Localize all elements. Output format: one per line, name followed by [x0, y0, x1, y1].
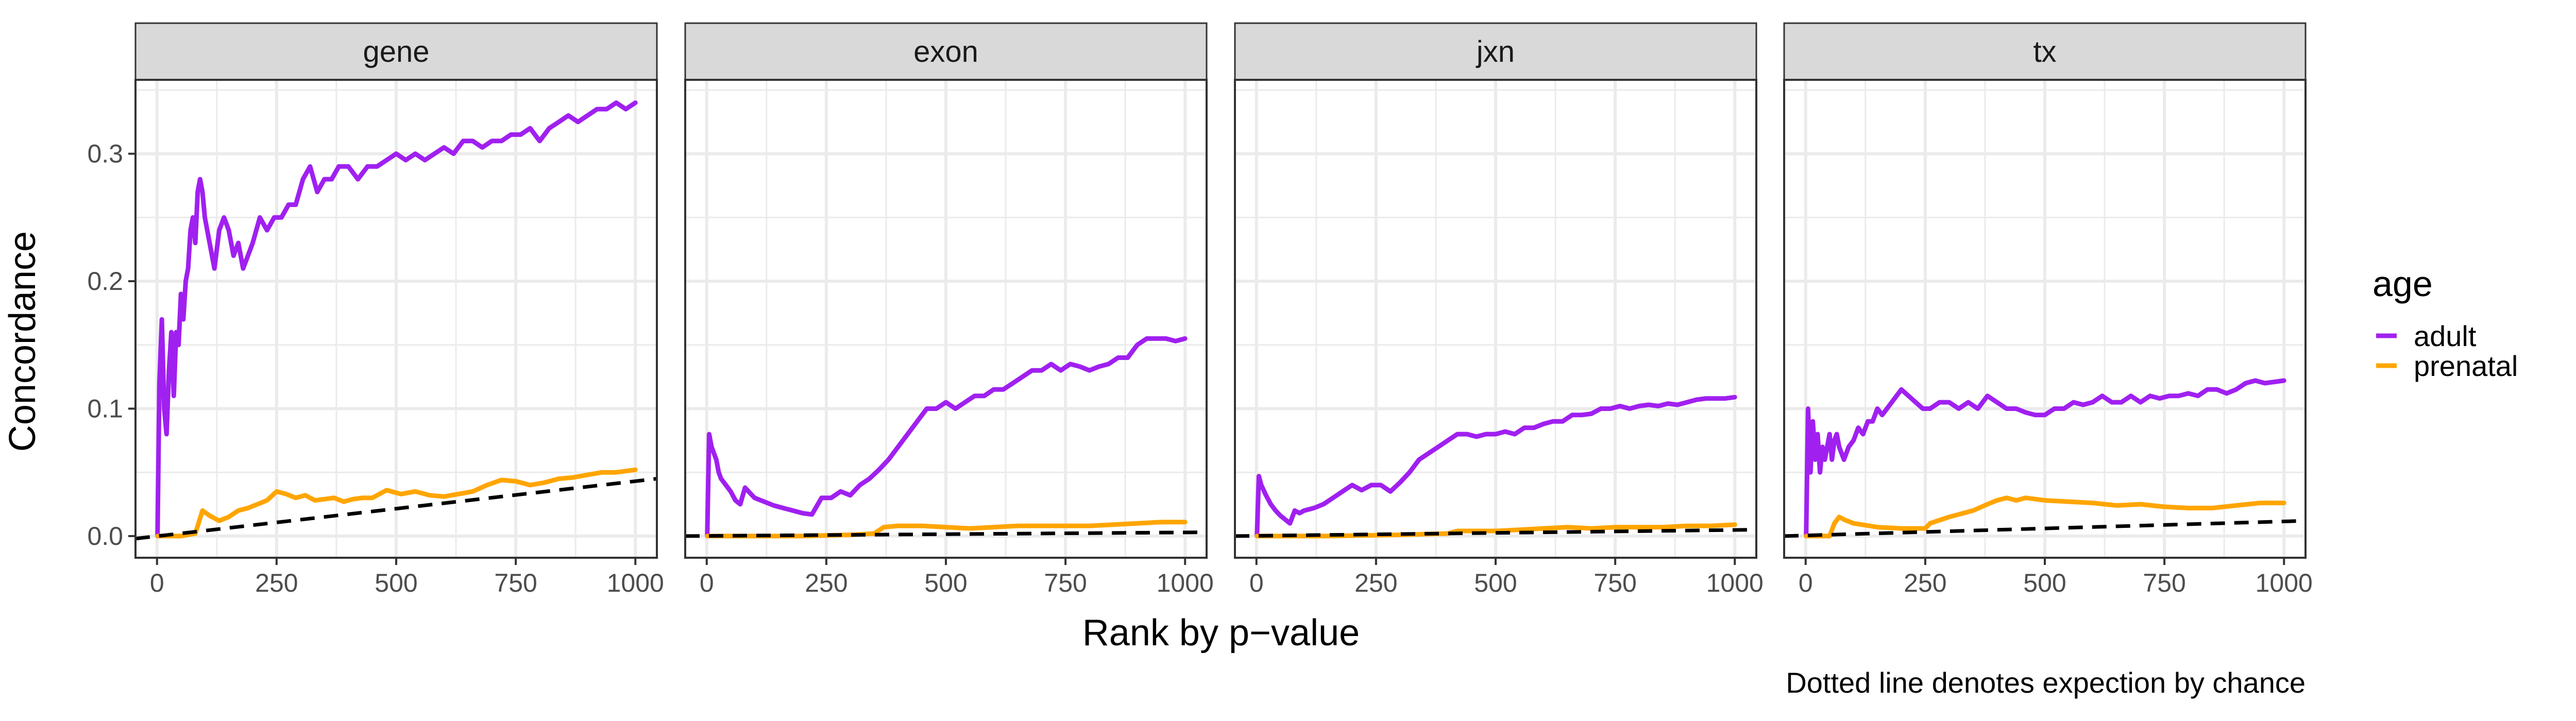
- legend-label-adult: adult: [2414, 320, 2477, 352]
- panel-gene: gene 0 250 500 750 1000: [134, 22, 664, 597]
- strip-label-gene: gene: [363, 35, 429, 68]
- series-line-adult-exon: [705, 336, 1188, 539]
- y-tick-label: 0.1: [87, 394, 123, 423]
- chance-line-exon: [685, 530, 1207, 538]
- strip-gene: [134, 22, 658, 81]
- x-tick-label: 500: [375, 569, 417, 597]
- series-line-adult-tx: [1804, 378, 2286, 539]
- series-line-prenatal-gene: [155, 467, 638, 539]
- series-line-adult-jxn: [1255, 394, 1737, 539]
- x-tick-label: 250: [255, 569, 298, 597]
- x-tick-label: 0: [1249, 569, 1264, 597]
- y-tick-label: 0.0: [87, 522, 123, 551]
- x-tick-label: 1000: [607, 569, 664, 597]
- strip-label-exon: exon: [913, 35, 978, 68]
- strip-jxn: [1234, 22, 1757, 81]
- facet-panels: gene 0 250 500 750 1000 exon 0 250 500 750 1000 jxn 0…: [134, 22, 2313, 597]
- y-tick-label: 0.2: [87, 267, 123, 296]
- series-line-adult-gene: [155, 100, 638, 539]
- panel-tx: tx 0 250 500 750 1000: [1783, 22, 2313, 597]
- strip-tx: [1783, 22, 2307, 81]
- y-axis-title: Concordance: [2, 231, 43, 452]
- strip-label-tx: tx: [2033, 35, 2056, 68]
- x-tick-label: 250: [805, 569, 848, 597]
- x-tick-label: 750: [494, 569, 537, 597]
- y-tick-label: 0.3: [87, 140, 123, 168]
- x-tick-label: 250: [1354, 569, 1397, 597]
- chance-line-jxn: [1234, 528, 1757, 538]
- y-axis: 0.0 0.1 0.2 0.3: [87, 140, 135, 551]
- chance-line-gene: [135, 477, 657, 541]
- x-tick-label: 0: [150, 569, 164, 597]
- x-tick-label: 750: [1044, 569, 1087, 597]
- x-tick-label: 750: [2143, 569, 2185, 597]
- x-tick-label: 1000: [1157, 569, 1214, 597]
- panel-exon: exon 0 250 500 750 1000: [684, 22, 1214, 597]
- x-tick-label: 750: [1594, 569, 1636, 597]
- x-tick-label: 250: [1904, 569, 1946, 597]
- x-tick-label: 500: [924, 569, 967, 597]
- series-line-prenatal-exon: [705, 520, 1188, 539]
- strip-exon: [684, 22, 1208, 81]
- legend-label-prenatal: prenatal: [2414, 350, 2518, 382]
- x-tick-label: 0: [700, 569, 714, 597]
- x-tick-label: 500: [2023, 569, 2066, 597]
- chance-line-tx: [1784, 519, 2306, 538]
- series-line-prenatal-tx: [1804, 495, 2286, 539]
- x-tick-label: 0: [1799, 569, 1813, 597]
- strip-label-jxn: jxn: [1476, 35, 1515, 68]
- panel-jxn: jxn 0 250 500 750 1000: [1234, 22, 1764, 597]
- x-tick-label: 500: [1474, 569, 1517, 597]
- chart-caption: Dotted line denotes expection by chance: [1786, 666, 2306, 699]
- x-axis-title: Rank by p−value: [1082, 612, 1360, 654]
- x-tick-label: 1000: [2256, 569, 2313, 597]
- x-tick-label: 1000: [1706, 569, 1764, 597]
- legend-title: age: [2372, 264, 2433, 304]
